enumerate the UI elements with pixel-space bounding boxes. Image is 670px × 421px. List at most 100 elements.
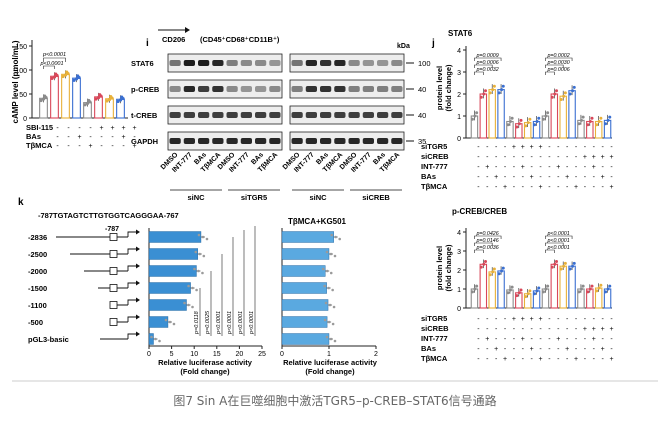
data-point [528, 117, 532, 121]
bar [497, 89, 505, 139]
blot-frame [289, 79, 405, 99]
p-value: p<0.0001 [227, 311, 233, 335]
data-point [331, 288, 334, 292]
x-tick-label: 5 [170, 351, 174, 358]
sign: + [601, 174, 605, 181]
chart-title: STAT6 [448, 29, 473, 38]
bar [281, 316, 328, 328]
sign: - [557, 316, 560, 323]
sign: + [512, 316, 516, 323]
p-value: p=0.0025 [205, 310, 211, 335]
bar [488, 89, 496, 139]
cre-box [109, 233, 118, 241]
blot-band [212, 138, 224, 144]
sign: + [565, 346, 569, 353]
data-point [517, 291, 521, 295]
sign: - [111, 143, 114, 150]
sign: + [592, 326, 596, 333]
sign: - [522, 184, 525, 191]
blot-band [291, 86, 303, 92]
band-label: t-CREB [131, 111, 158, 120]
panel-letter: k [18, 197, 24, 208]
cre-box [109, 284, 118, 292]
y-tick-label: 3 [457, 249, 461, 256]
sign: - [477, 154, 480, 161]
blot-band [305, 60, 317, 66]
sign: - [486, 326, 489, 333]
blot-band [291, 112, 303, 118]
sign: + [99, 125, 103, 132]
blot-band [198, 112, 210, 118]
blot-band [183, 86, 195, 92]
sign: - [522, 356, 525, 363]
blot-band [334, 138, 346, 144]
data-point [586, 290, 590, 294]
data-point [329, 252, 333, 256]
data-point [488, 91, 492, 95]
x-axis-label: (Fold change) [180, 367, 230, 376]
data-point [484, 259, 488, 263]
sign: + [485, 164, 489, 171]
data-point [191, 305, 194, 309]
luciferase-panel: k -787TGTAGTCTTGTGGTCAGGGAA-767 TβMCA+KG50… [18, 197, 378, 376]
sign: + [494, 346, 498, 353]
arrow-head [136, 297, 140, 303]
blot-band [391, 86, 403, 92]
data-point [328, 303, 332, 307]
marker-label: -787 [105, 226, 119, 233]
sign: - [504, 164, 507, 171]
blot-band [377, 60, 389, 66]
bar [281, 282, 327, 294]
data-point [201, 271, 204, 275]
sign: - [531, 336, 534, 343]
sign: - [575, 316, 578, 323]
sign: - [486, 356, 489, 363]
x-tick-label: 10 [190, 351, 198, 358]
data-point [595, 289, 599, 293]
x-axis-label: (Fold change) [305, 367, 355, 376]
data-point [606, 287, 610, 291]
band-label: p-CREB [131, 85, 160, 94]
bar [488, 271, 496, 309]
p-value: p<0.0001 [238, 311, 244, 335]
data-point [329, 271, 333, 275]
y-tick-label: 4 [457, 48, 461, 55]
sign: - [477, 326, 480, 333]
data-point [526, 121, 530, 125]
blot-band [320, 60, 332, 66]
sign: - [78, 125, 81, 132]
sign: + [485, 336, 489, 343]
data-point [183, 301, 186, 305]
sign: - [584, 164, 587, 171]
blot-band [334, 60, 346, 66]
sig-bracket [474, 64, 493, 68]
sign: - [575, 154, 578, 161]
row-label: siTGR5 [421, 314, 447, 323]
sign: + [592, 154, 596, 161]
sign: - [531, 326, 534, 333]
group-label: siTGR5 [241, 193, 267, 202]
p-value: p<0.0001 [42, 52, 66, 58]
bar [479, 263, 488, 309]
sign: + [494, 174, 498, 181]
sig-bracket [474, 249, 484, 253]
data-point [63, 73, 68, 77]
bar [281, 248, 330, 260]
sign: + [539, 144, 543, 151]
sign: - [566, 336, 569, 343]
blot-band [362, 138, 374, 144]
data-point [324, 301, 328, 305]
data-point [191, 286, 194, 290]
data-point [563, 261, 567, 265]
construct-label: -1100 [28, 301, 47, 310]
sign: - [504, 174, 507, 181]
cre-box [109, 250, 118, 258]
sign: - [539, 326, 542, 333]
data-point [150, 335, 153, 339]
bar [559, 265, 567, 309]
sign: + [521, 336, 525, 343]
sign: - [593, 144, 596, 151]
data-point [187, 284, 190, 288]
sign: + [592, 336, 596, 343]
